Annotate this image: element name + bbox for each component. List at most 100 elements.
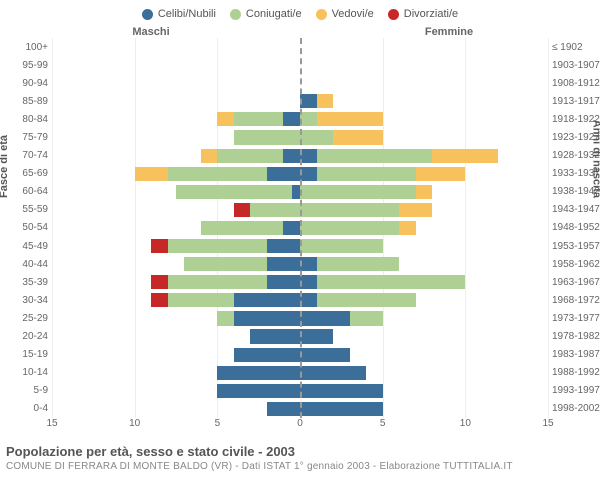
segment-co [300,130,333,144]
legend: Celibi/Nubili Coniugati/e Vedovi/e Divorzia… [6,8,594,20]
segment-co [317,257,400,271]
y-tick-age: 85-89 [22,92,48,110]
bar-male [52,76,300,90]
header-females: Femmine [300,26,548,38]
y-tick-birth: 1993-1997 [552,382,600,400]
bar-female [300,275,548,289]
segment-co [300,221,399,235]
x-tick: 10 [460,418,471,429]
legend-swatch [142,9,153,20]
bar-female [300,167,548,181]
chart-subtitle: COMUNE DI FERRARA DI MONTE BALDO (VR) - … [6,461,594,472]
segment-c [300,311,350,325]
segment-v [399,221,416,235]
bar-female [300,76,548,90]
segment-c [292,185,300,199]
segment-co [300,239,383,253]
segment-v [201,149,218,163]
bar-female [300,239,548,253]
segment-c [267,275,300,289]
x-axis: 051015 51015 [52,418,548,436]
y-tick-age: 60-64 [22,183,48,201]
bar-male [52,112,300,126]
legend-item-coniugati: Coniugati/e [230,8,302,20]
bar-male [52,94,300,108]
bar-male [52,275,300,289]
segment-c [250,329,300,343]
segment-c [267,402,300,416]
y-axis-left: 100+95-9990-9485-8980-8475-7970-7465-696… [6,38,52,418]
segment-c [283,112,300,126]
segment-d [151,239,168,253]
segment-co [317,149,433,163]
segment-c [300,329,333,343]
segment-c [283,149,300,163]
bar-female [300,329,548,343]
legend-item-vedovi: Vedovi/e [316,8,374,20]
segment-c [267,257,300,271]
legend-item-divorziati: Divorziati/e [388,8,458,20]
y-tick-birth: 1978-1982 [552,328,600,346]
plot-area: Fasce di età Anni di nascita 100+95-9990… [6,38,594,418]
segment-c [234,348,300,362]
y-tick-age: 30-34 [22,291,48,309]
y-tick-age: 55-59 [22,201,48,219]
bar-male [52,40,300,54]
x-tick: 5 [215,418,221,429]
bar-female [300,402,548,416]
header-males: Maschi [52,26,300,38]
segment-v [416,167,466,181]
y-tick-birth: ≤ 1902 [552,38,583,56]
bar-female [300,348,548,362]
segment-d [151,293,168,307]
y-tick-age: 0-4 [34,400,48,418]
bar-male [52,329,300,343]
segment-v [317,112,383,126]
segment-v [217,112,234,126]
segment-co [300,185,416,199]
legend-item-celibi: Celibi/Nubili [142,8,216,20]
bar-female [300,257,548,271]
segment-co [317,167,416,181]
y-axis-right: ≤ 19021903-19071908-19121913-19171918-19… [548,38,594,418]
segment-c [300,149,317,163]
y-tick-birth: 1998-2002 [552,400,600,418]
bar-male [52,402,300,416]
y-tick-age: 100+ [25,38,48,56]
bar-male [52,239,300,253]
y-tick-age: 25-29 [22,309,48,327]
bar-female [300,112,548,126]
segment-co [168,239,267,253]
y-tick-birth: 1953-1957 [552,237,600,255]
y-tick-age: 95-99 [22,56,48,74]
segment-c [267,167,300,181]
bars-area [52,38,548,418]
segment-co [168,275,267,289]
segment-co [317,293,416,307]
bar-female [300,130,548,144]
segment-c [217,366,300,380]
segment-co [350,311,383,325]
segment-co [300,112,317,126]
bar-female [300,366,548,380]
y-tick-birth: 1963-1967 [552,273,600,291]
bar-male [52,203,300,217]
bar-female [300,293,548,307]
y-tick-birth: 1943-1947 [552,201,600,219]
y-tick-birth: 1988-1992 [552,364,600,382]
segment-co [201,221,284,235]
segment-v [416,185,433,199]
population-pyramid-chart: Celibi/Nubili Coniugati/e Vedovi/e Divorzia… [0,0,600,480]
legend-swatch [230,9,241,20]
y-tick-age: 65-69 [22,165,48,183]
x-tick: 5 [380,418,386,429]
bar-female [300,40,548,54]
segment-co [234,130,300,144]
bar-female [300,58,548,72]
segment-c [300,293,317,307]
y-tick-age: 80-84 [22,110,48,128]
segment-v [399,203,432,217]
y-tick-birth: 1983-1987 [552,346,600,364]
segment-co [168,167,267,181]
y-tick-age: 5-9 [34,382,48,400]
